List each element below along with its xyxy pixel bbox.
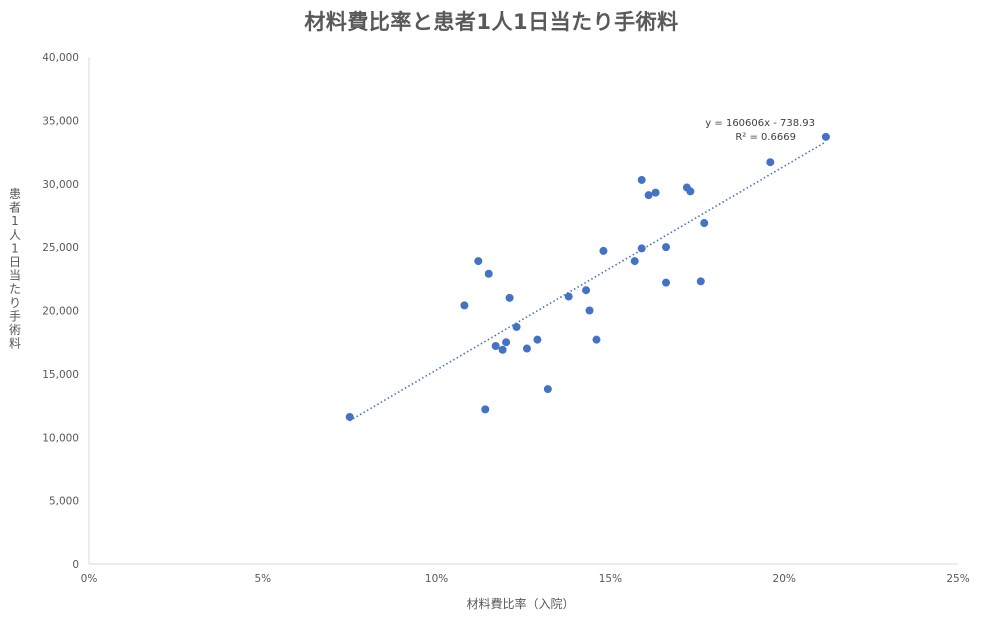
data-point [564,292,573,301]
y-axis-title: 患者 1 人 1 日当たり手術料 [9,187,21,351]
data-point [592,335,601,344]
x-tick-label: 25% [946,573,969,585]
chart-title: 材料費比率と患者1人1日当たり手術料 [304,10,679,34]
data-points [345,132,830,421]
data-point [821,132,830,141]
data-point [662,278,671,287]
x-tick-label: 5% [254,573,271,585]
data-point [512,322,521,331]
data-point [651,188,660,197]
data-point [686,187,695,196]
data-point [599,246,608,255]
x-axis-title: 材料費比率（入院） [466,596,574,611]
data-point [460,301,469,310]
data-point [700,219,709,228]
y-tick-label: 40,000 [42,52,79,64]
data-point [543,385,552,394]
data-point [585,306,594,315]
data-point [502,338,511,347]
x-tick-label: 15% [599,573,622,585]
data-point [662,243,671,252]
y-tick-label: 20,000 [42,306,79,318]
data-point [766,158,775,167]
y-tick-label: 10,000 [42,432,79,444]
data-point [505,293,514,302]
data-point [696,277,705,286]
x-tick-label: 10% [425,573,448,585]
data-point [345,412,354,421]
data-point [474,257,483,266]
data-point [582,286,591,295]
data-point [644,191,653,200]
y-tick-label: 15,000 [42,369,79,381]
y-tick-label: 0 [72,559,79,571]
trendline-line [349,141,827,422]
data-point [630,257,639,266]
trendline-equation: y = 160606x - 738.93 [705,118,815,129]
data-point [533,335,542,344]
trendline [349,141,827,422]
y-tick-label: 30,000 [42,179,79,191]
x-tick-label: 20% [773,573,796,585]
data-point [637,175,646,184]
data-point [522,344,531,353]
data-point [637,244,646,253]
data-point [498,345,507,354]
x-tick-label: 0% [81,573,98,585]
axes: 0 5,000 10,000 15,000 20,000 25,000 30,000 35,0… [9,52,970,585]
y-tick-label: 25,000 [42,242,79,254]
trendline-r-squared: R² = 0.6669 [735,132,796,143]
y-tick-label: 35,000 [42,115,79,127]
data-point [484,269,493,278]
data-point [481,405,490,414]
data-point [491,341,500,350]
y-tick-label: 5,000 [49,496,79,508]
